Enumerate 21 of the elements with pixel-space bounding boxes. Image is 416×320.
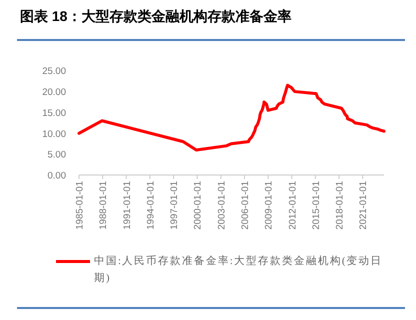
x-tick-label: 2003-01-01 [216,181,228,230]
x-tick-label: 2021-01-01 [358,181,370,230]
y-tick-label: 10.00 [42,128,66,140]
x-tick-label: 1997-01-01 [169,181,180,230]
title: 图表 18：大型存款类金融机构存款准备金率 [20,8,292,24]
x-tick-label: 2009-01-01 [264,181,275,230]
x-tick-label: 2018-01-01 [334,181,346,230]
y-tick-label: 25.00 [42,66,66,78]
x-tick-label: 2012-01-01 [287,181,298,230]
x-tick-label: 1988-01-01 [98,181,110,230]
y-tick-label: 15.00 [42,108,66,119]
x-tick-label: 2015-01-01 [310,181,322,230]
y-tick-label: 0.00 [48,170,66,182]
x-tick-label: 1994-01-01 [145,181,156,230]
x-tick-label: 1985-01-01 [74,181,86,230]
legend-label: 中国:人民币存款准备金率:大型存款类金融机构(变动日期) [94,254,384,286]
y-tick-label: 5.00 [48,150,66,161]
x-tick-label: 2006-01-01 [240,181,251,230]
y-tick-label: 20.00 [42,87,66,98]
x-tick-label: 1991-01-01 [122,181,133,230]
x-tick-label: 2000-01-01 [192,181,204,230]
